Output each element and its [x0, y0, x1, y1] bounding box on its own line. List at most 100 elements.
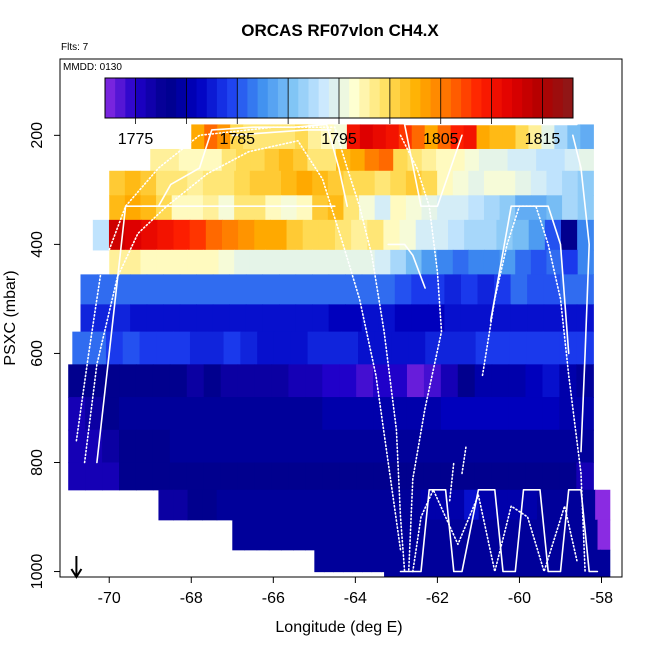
heatmap-cell	[442, 571, 451, 577]
heatmap-cell	[394, 304, 412, 333]
heatmap-cell	[139, 331, 157, 365]
heatmap-cell	[212, 274, 230, 305]
heatmap-cell	[460, 304, 479, 333]
colorbar-bin	[440, 78, 452, 118]
heatmap-cell	[411, 274, 429, 305]
heatmap-cell	[257, 331, 275, 365]
heatmap-cell	[343, 249, 360, 275]
heatmap-cell	[152, 397, 171, 431]
heatmap-cell	[342, 549, 354, 573]
heatmap-cell	[97, 304, 115, 333]
heatmap-cell	[146, 304, 164, 333]
heatmap-cell	[356, 429, 374, 464]
colorbar-bin	[501, 78, 513, 118]
heatmap-cell	[314, 549, 325, 573]
heatmap-cell	[562, 170, 579, 196]
heatmap-cell	[543, 549, 554, 573]
heatmap-cell	[236, 148, 251, 172]
heatmap-cell	[321, 148, 337, 172]
heatmap-cell	[595, 489, 611, 521]
heatmap-cell	[576, 429, 594, 464]
heatmap-cell	[203, 397, 222, 431]
heatmap-cell	[245, 304, 264, 333]
heatmap-cell	[491, 397, 510, 431]
colorbar-tick-label: 1785	[219, 131, 255, 148]
heatmap-cell	[423, 364, 442, 398]
heatmap-cell	[427, 274, 446, 305]
heatmap-cell	[152, 429, 171, 464]
heatmap-cell	[440, 462, 459, 491]
heatmap-cell	[496, 219, 514, 251]
heatmap-cell	[92, 219, 110, 251]
heatmap-cell	[580, 489, 596, 521]
heatmap-cell	[350, 148, 366, 172]
heatmap-cell	[152, 364, 171, 398]
heatmap-cell	[312, 195, 329, 221]
heatmap-cell	[391, 331, 410, 365]
colorbar-bin	[542, 78, 554, 118]
heatmap-cell	[254, 462, 273, 491]
heatmap-cell	[328, 274, 346, 305]
colorbar-bin	[216, 78, 228, 118]
heatmap-cell	[390, 549, 401, 573]
heatmap-cell	[383, 219, 401, 251]
heatmap-cell	[218, 249, 235, 275]
heatmap-cell	[552, 549, 563, 573]
heatmap-cell	[480, 219, 498, 251]
heatmap-cell	[341, 519, 355, 551]
heatmap-cell	[522, 571, 531, 577]
heatmap-cell	[500, 571, 509, 577]
heatmap-cell	[558, 571, 567, 577]
heatmap-cell	[561, 219, 578, 251]
heatmap-cell	[293, 519, 306, 551]
heatmap-cell	[354, 519, 367, 551]
heatmap-cell	[372, 124, 387, 150]
heatmap-cell	[346, 124, 361, 150]
heatmap-cell	[203, 462, 222, 491]
colorbar-bin	[247, 78, 259, 118]
heatmap-cell	[206, 331, 225, 365]
heatmap-cell	[427, 571, 436, 577]
heatmap-cell	[187, 489, 203, 521]
heatmap-cell	[327, 249, 345, 275]
heatmap-cell	[279, 304, 297, 333]
heatmap-cell	[456, 571, 465, 577]
heatmap-cell	[437, 249, 454, 275]
heatmap-cell	[366, 519, 379, 551]
heatmap-cell	[515, 195, 532, 221]
heatmap-cell	[415, 219, 433, 251]
heatmap-cell	[542, 331, 561, 365]
heatmap-cell	[450, 148, 466, 172]
heatmap-cell	[491, 364, 510, 398]
colorbar-bin	[125, 78, 137, 118]
heatmap-cell	[68, 364, 86, 398]
heatmap-cell	[359, 124, 374, 150]
heatmap-cell	[478, 148, 494, 172]
heatmap-cell	[290, 331, 309, 365]
heatmap-cell	[464, 148, 480, 172]
heatmap-cell	[295, 274, 313, 305]
heatmap-cell	[542, 462, 561, 491]
heatmap-cell	[124, 249, 142, 275]
heatmap-cell	[495, 549, 506, 573]
heatmap-cell	[249, 170, 266, 196]
heatmap-cell	[220, 364, 239, 398]
heatmap-cell	[187, 249, 204, 275]
heatmap-cell	[286, 219, 304, 251]
heatmap-cells	[68, 124, 611, 577]
heatmap-cell	[411, 304, 429, 333]
heatmap-cell	[371, 549, 382, 573]
heatmap-cell	[164, 148, 180, 172]
heatmap-cell	[436, 148, 451, 172]
heatmap-cell	[468, 170, 485, 196]
heatmap-cell	[527, 274, 545, 305]
heatmap-cell	[130, 304, 148, 333]
heatmap-cell	[339, 364, 357, 398]
heatmap-cell	[264, 148, 280, 172]
heatmap-cell	[559, 462, 577, 491]
heatmap-cell	[587, 571, 596, 577]
heatmap-cell	[374, 249, 391, 275]
heatmap-cell	[102, 429, 120, 464]
heatmap-cell	[302, 219, 320, 251]
heatmap-cell	[460, 274, 479, 305]
